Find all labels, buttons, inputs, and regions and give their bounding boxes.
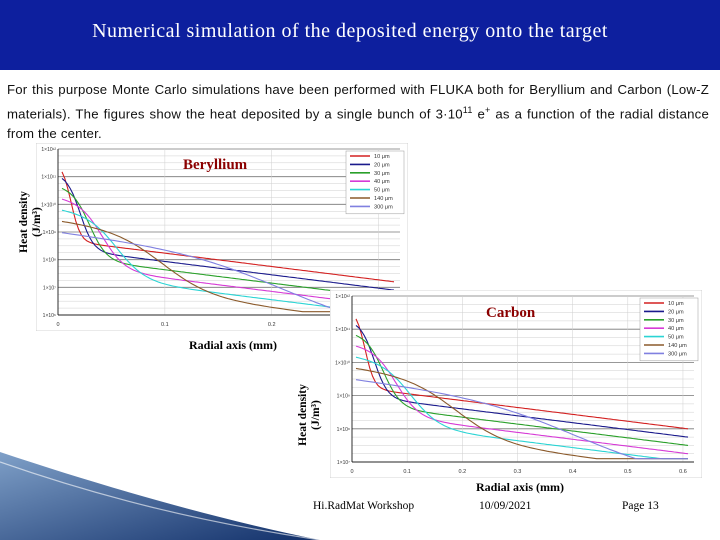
carbon-series-line <box>355 379 688 460</box>
carbon-legend-label: 300 μm <box>668 351 687 357</box>
beryllium-legend-label: 40 μm <box>374 179 390 185</box>
beryllium-ytick-label: 1×10⁸ <box>43 258 56 264</box>
footer-date: 10/09/2021 <box>479 500 532 512</box>
carbon-ylabel-line1: Heat density <box>297 384 309 446</box>
beryllium-legend-label: 50 μm <box>374 188 390 194</box>
carbon-ytick-label: 1×10¹⁰ <box>335 360 350 366</box>
beryllium-legend-label: 20 μm <box>374 162 390 168</box>
beryllium-series-line <box>61 177 395 291</box>
intro-text-2: e <box>472 106 485 122</box>
beryllium-xtick-label: 0 <box>56 322 59 328</box>
title-bar: Numerical simulation of the deposited en… <box>0 0 720 70</box>
carbon-ylabel-line2: (J/m³) <box>310 400 322 430</box>
carbon-xtick-label: 0.1 <box>403 469 411 475</box>
footer-workshop: Hi.RadMat Workshop <box>313 500 415 512</box>
beryllium-ytick-label: 1×10⁷ <box>43 285 56 291</box>
slide-title: Numerical simulation of the deposited en… <box>92 20 608 42</box>
intro-text-3: as a function of the radial distance fro… <box>7 106 709 142</box>
intro-text-1: For this purpose Monte Carlo simulations… <box>7 82 709 122</box>
carbon-series-line <box>355 318 689 430</box>
beryllium-ytick-label: 1×10¹¹ <box>41 175 56 181</box>
carbon-legend-label: 50 μm <box>668 335 684 341</box>
beryllium-xlabel: Radial axis (mm) <box>189 338 277 352</box>
carbon-ytick-label: 1×10⁷ <box>337 460 350 466</box>
beryllium-ytick-label: 1×10¹² <box>41 147 56 153</box>
beryllium-legend-label: 300 μm <box>374 204 393 210</box>
beryllium-xtick-label: 0.1 <box>161 322 169 328</box>
carbon-ytick-label: 1×10¹² <box>335 294 350 300</box>
carbon-series-line <box>355 334 689 446</box>
carbon-xtick-label: 0.3 <box>514 469 522 475</box>
beryllium-legend-label: 10 μm <box>374 154 390 160</box>
carbon-ylabel: Heat density (J/m³) <box>297 365 325 465</box>
carbon-legend-label: 20 μm <box>668 309 684 315</box>
carbon-legend-label: 140 μm <box>668 343 687 349</box>
footer-page-number: Page 13 <box>622 500 659 512</box>
beryllium-ylabel-line1: Heat density <box>18 191 30 253</box>
carbon-legend-box <box>639 297 699 362</box>
carbon-xtick-label: 0.2 <box>458 469 466 475</box>
beryllium-xtick-label: 0.2 <box>268 322 276 328</box>
beryllium-ylabel: Heat density (J/m³) <box>18 172 46 272</box>
carbon-series-line <box>355 345 689 455</box>
intro-exponent: 11 <box>462 105 473 115</box>
beryllium-ylabel-line2: (J/m³) <box>31 207 43 237</box>
decorative-swoosh <box>0 452 320 540</box>
carbon-ytick-label: 1×10⁹ <box>337 394 350 400</box>
beryllium-series-line <box>61 171 395 283</box>
beryllium-ytick-label: 1×10¹⁰ <box>41 202 56 208</box>
carbon-series-line <box>355 324 689 438</box>
carbon-series-line <box>355 367 688 460</box>
intro-charge: + <box>484 105 491 115</box>
beryllium-legend-label: 30 μm <box>374 171 390 177</box>
beryllium-legend-box <box>345 150 405 215</box>
carbon-legend-label: 30 μm <box>668 318 684 324</box>
beryllium-legend-label: 140 μm <box>374 196 393 202</box>
carbon-series-line <box>355 356 688 460</box>
beryllium-label: Beryllium <box>183 157 248 173</box>
carbon-xtick-label: 0.6 <box>679 469 687 475</box>
carbon-legend-label: 40 μm <box>668 326 684 332</box>
carbon-legend-label: 10 μm <box>668 301 684 307</box>
carbon-xtick-label: 0 <box>350 469 353 475</box>
carbon-xlabel: Radial axis (mm) <box>476 480 564 494</box>
carbon-xtick-label: 0.5 <box>624 469 632 475</box>
carbon-ytick-label: 1×10¹¹ <box>335 327 350 333</box>
carbon-label: Carbon <box>486 305 536 321</box>
carbon-xtick-label: 0.4 <box>569 469 577 475</box>
carbon-plot-svg: 0 0.1 0.2 0.3 0.4 0.5 0.6 1×10¹² 1×10¹¹ 1×10¹⁰ 1×1… <box>330 290 702 478</box>
beryllium-ytick-label: 1×10⁹ <box>43 230 56 236</box>
intro-paragraph: For this purpose Monte Carlo simulations… <box>7 80 709 144</box>
beryllium-ytick-label: 1×10⁶ <box>43 313 56 319</box>
carbon-ytick-label: 1×10⁸ <box>337 427 350 433</box>
